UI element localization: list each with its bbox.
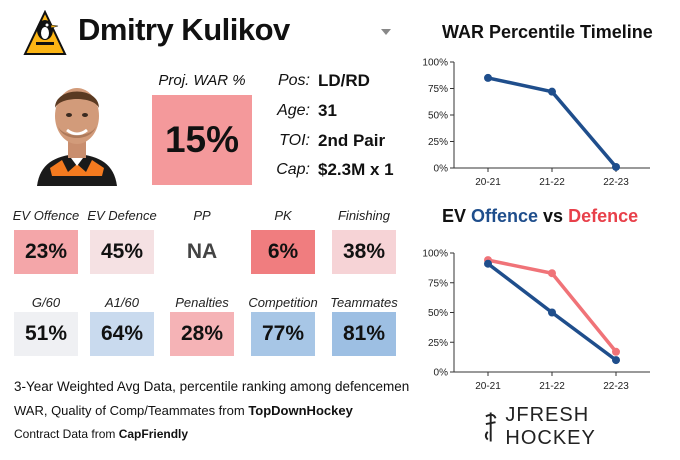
title-part-vs: vs <box>538 206 569 226</box>
y-tick-label: 50% <box>428 308 448 319</box>
penalties-label: Penalties <box>175 295 229 310</box>
cap-value: $2.3M x 1 <box>318 160 394 179</box>
footnote-line3: Contract Data from CapFriendly <box>14 427 188 441</box>
y-tick-label: 25% <box>428 137 448 148</box>
finishing-label: Finishing <box>337 208 391 223</box>
y-tick-label: 75% <box>428 84 448 95</box>
toi-value: 2nd Pair <box>318 131 386 150</box>
footnote-line3-text: Contract Data from <box>14 427 119 441</box>
player-headshot <box>32 68 122 186</box>
x-tick-label: 20-21 <box>475 381 501 392</box>
player-name: Dmitry Kulikov <box>78 12 290 47</box>
data-point <box>548 308 556 317</box>
title-part-defence: Defence <box>568 206 639 226</box>
teammates-value: 81% <box>332 312 396 356</box>
footnote-line1: 3-Year Weighted Avg Data, percentile ran… <box>14 379 410 394</box>
y-tick-label: 100% <box>422 58 448 69</box>
y-tick-label: 100% <box>422 249 448 260</box>
proj-war-value: 15% <box>152 95 252 185</box>
y-tick-label: 25% <box>428 338 448 349</box>
competition-value: 77% <box>251 312 315 356</box>
footnote-line2: WAR, Quality of Comp/Teammates from TopD… <box>14 403 353 418</box>
data-point <box>612 347 620 356</box>
finishing-value: 38% <box>332 230 396 274</box>
pp-label: PP <box>193 208 211 223</box>
y-tick-label: 0% <box>434 164 449 175</box>
chevron-down-icon[interactable] <box>381 29 391 35</box>
data-point <box>548 87 556 96</box>
y-tick-label: 50% <box>428 111 448 122</box>
ev-offence-defence-chart: 0% 25% 50% 75% 100% 20-21 21-22 22-23 <box>422 249 650 392</box>
penalties-value: 28% <box>170 312 234 356</box>
age-label: Age: <box>277 102 310 119</box>
data-point <box>548 269 556 278</box>
competition-label: Competition <box>248 295 318 310</box>
ev-offence-defence-title: EV Offence vs Defence <box>442 206 638 227</box>
ev-defence-value: 45% <box>90 230 154 274</box>
a160-label: A1/60 <box>105 295 139 310</box>
war-timeline-chart: 0% 25% 50% 75% 100% 20-21 21-22 22-23 <box>422 58 650 188</box>
pk-label: PK <box>274 208 292 223</box>
a160-value: 64% <box>90 312 154 356</box>
brand-logo-icon <box>484 412 497 442</box>
brand: JFRESH HOCKEY <box>482 404 680 450</box>
proj-war-label: Proj. WAR % <box>158 72 246 89</box>
data-point <box>484 259 492 268</box>
capfriendly-credit: CapFriendly <box>118 427 189 441</box>
pp-value: NA <box>170 230 234 274</box>
title-part-ev: EV <box>442 206 472 226</box>
ev-defence-label: EV Defence <box>87 208 157 223</box>
penguins-logo <box>23 10 67 55</box>
toi-label: TOI: <box>279 132 310 149</box>
data-point <box>484 73 492 82</box>
g60-label: G/60 <box>31 295 61 310</box>
x-tick-label: 22-23 <box>603 177 629 188</box>
ev-offence-value: 23% <box>14 230 78 274</box>
footnote-line2-text: WAR, Quality of Comp/Teammates from <box>14 403 249 418</box>
brand-text: JFRESH HOCKEY <box>505 404 596 449</box>
x-tick-label: 20-21 <box>475 177 501 188</box>
x-tick-label: 21-22 <box>539 177 565 188</box>
pos-label: Pos: <box>277 72 310 89</box>
g60-value: 51% <box>14 312 78 356</box>
data-point <box>612 162 620 171</box>
y-tick-label: 0% <box>434 368 449 379</box>
cap-label: Cap: <box>276 161 310 178</box>
topdownhockey-credit: TopDownHockey <box>248 403 353 418</box>
ev-offence-label: EV Offence <box>12 208 80 223</box>
x-tick-label: 21-22 <box>539 381 565 392</box>
pk-value: 6% <box>251 230 315 274</box>
teammates-label: Teammates <box>330 295 398 310</box>
title-part-offence: Offence <box>471 206 539 226</box>
pos-value: LD/RD <box>318 71 370 90</box>
age-value: 31 <box>318 101 337 120</box>
x-tick-label: 22-23 <box>603 381 629 392</box>
data-point <box>612 356 620 365</box>
y-tick-label: 75% <box>428 278 448 289</box>
war-timeline-title: WAR Percentile Timeline <box>442 22 653 42</box>
